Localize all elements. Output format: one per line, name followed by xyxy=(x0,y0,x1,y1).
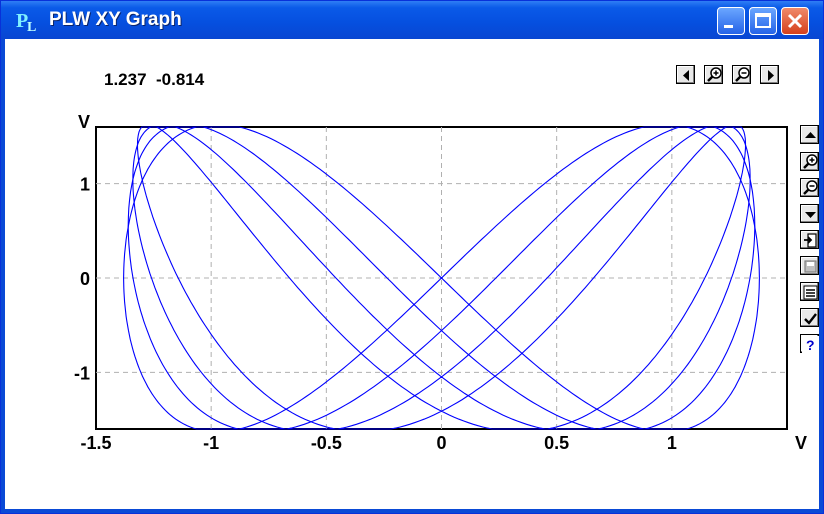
minimize-icon xyxy=(724,25,733,28)
scroll-right-button[interactable] xyxy=(760,65,779,84)
zoom-in-horizontal-button[interactable] xyxy=(704,65,723,84)
scroll-right-icon xyxy=(768,70,774,81)
export-button[interactable] xyxy=(800,230,819,249)
plw-app-icon: P L xyxy=(16,10,36,32)
zoom-in-icon xyxy=(707,67,722,82)
x-tick-label: 0.5 xyxy=(544,433,569,453)
x-tick-label: -0.5 xyxy=(311,433,342,453)
close-button[interactable] xyxy=(781,7,809,35)
minimize-button[interactable] xyxy=(717,7,745,35)
x-axis-label: V xyxy=(795,433,807,453)
svg-text:P: P xyxy=(16,10,28,32)
trace-line xyxy=(123,126,760,430)
help-button[interactable]: ? xyxy=(800,334,819,353)
cursor-coordinates: 1.237 -0.814 xyxy=(104,70,205,89)
title-bar[interactable]: P L PLW XY Graph xyxy=(1,1,823,39)
x-tick-label: 1 xyxy=(667,433,677,453)
maximize-button[interactable] xyxy=(749,7,777,35)
scroll-left-icon xyxy=(683,70,689,81)
y-tick-label: -1 xyxy=(74,363,90,383)
trace-line xyxy=(136,126,747,430)
scroll-left-button[interactable] xyxy=(676,65,695,84)
scroll-up-button[interactable] xyxy=(800,125,819,144)
x-tick-label: 0 xyxy=(436,433,446,453)
check-button[interactable] xyxy=(800,308,819,327)
zoom-in-icon xyxy=(803,154,818,169)
list-button[interactable] xyxy=(800,282,819,301)
zoom-out-icon xyxy=(735,67,750,82)
zoom-out-horizontal-button[interactable] xyxy=(732,65,751,84)
save-button[interactable] xyxy=(800,256,819,275)
list-icon xyxy=(803,285,818,300)
check-icon xyxy=(804,313,817,325)
maximize-icon xyxy=(755,13,771,28)
y-tick-label: 0 xyxy=(80,269,90,289)
y-axis-label: V xyxy=(78,112,90,132)
zoom-out-icon xyxy=(803,180,818,195)
zoom-in-vertical-button[interactable] xyxy=(800,152,819,171)
export-icon xyxy=(804,233,817,248)
scroll-down-icon xyxy=(805,212,816,218)
y-tick-label: 1 xyxy=(80,175,90,195)
svg-text:?: ? xyxy=(806,337,815,353)
scroll-up-icon xyxy=(805,132,816,138)
help-icon: ? xyxy=(802,336,819,353)
zoom-out-vertical-button[interactable] xyxy=(800,178,819,197)
save-icon xyxy=(804,260,817,273)
scroll-down-button[interactable] xyxy=(800,204,819,223)
window-title: PLW XY Graph xyxy=(49,9,182,30)
x-tick-label: -1.5 xyxy=(80,433,111,453)
close-icon xyxy=(787,13,803,29)
trace-line xyxy=(127,126,756,430)
svg-text:L: L xyxy=(27,20,36,32)
x-tick-label: -1 xyxy=(203,433,219,453)
